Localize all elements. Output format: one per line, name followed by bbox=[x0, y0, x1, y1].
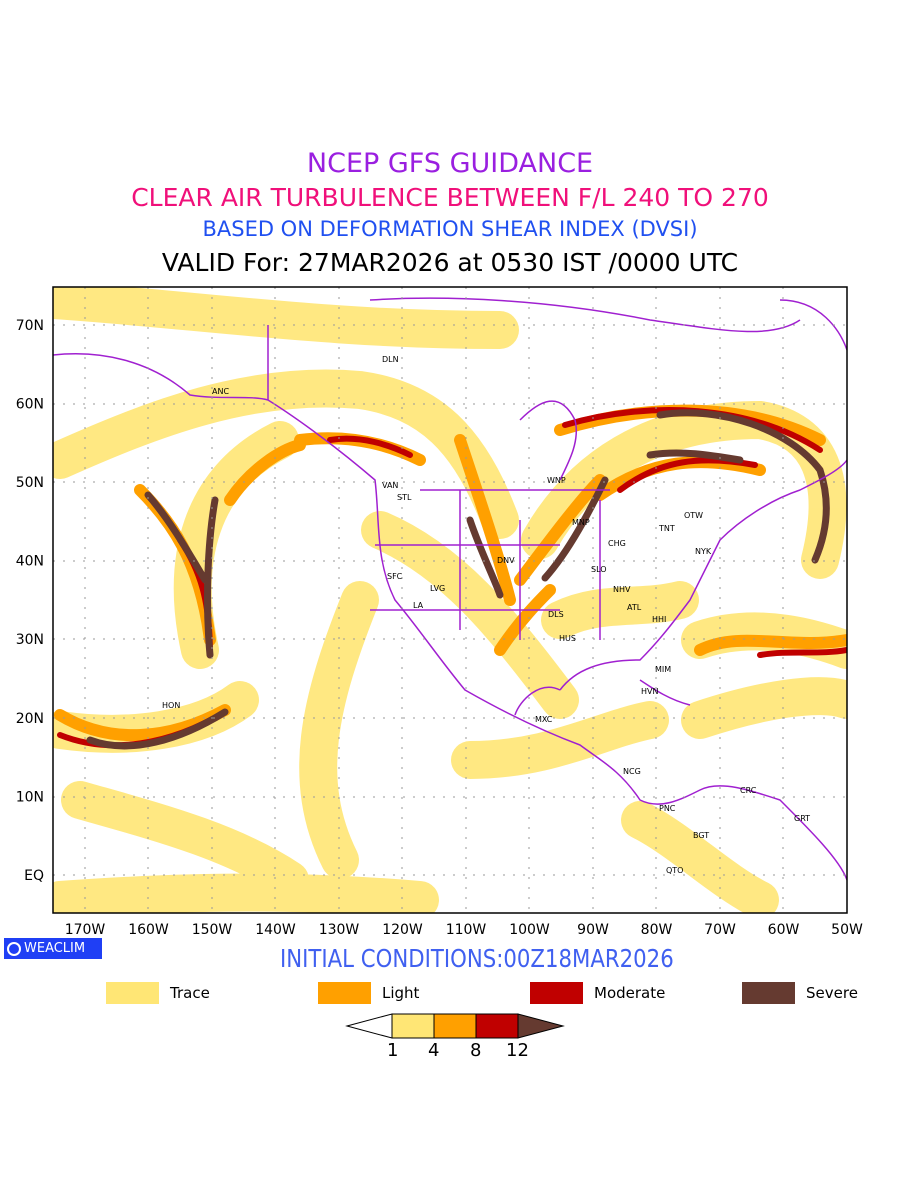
station-label: ANC bbox=[212, 387, 229, 396]
station-label: HVN bbox=[641, 687, 658, 696]
station-label: CHG bbox=[608, 539, 626, 548]
station-label: OTW bbox=[684, 511, 703, 520]
title-line-1: NCEP GFS GUIDANCE bbox=[306, 148, 594, 179]
legend-swatch bbox=[106, 982, 159, 1004]
station-label: MNP bbox=[572, 518, 590, 527]
legend-swatch bbox=[318, 982, 371, 1004]
legend-label: Light bbox=[382, 984, 420, 1002]
station-label: STL bbox=[397, 493, 412, 502]
station-label: DLS bbox=[548, 610, 564, 619]
lon-tick-label: 60W bbox=[768, 922, 800, 938]
colorbar-tick: 1 bbox=[387, 1040, 399, 1061]
station-label: GRT bbox=[794, 814, 810, 823]
title-line-2: CLEAR AIR TURBULENCE BETWEEN F/L 240 TO … bbox=[131, 183, 769, 212]
lon-tick-label: 50W bbox=[831, 922, 863, 938]
map-frame bbox=[52, 286, 848, 914]
initial-conditions: INITIAL CONDITIONS:00Z18MAR2026 bbox=[279, 944, 674, 973]
legend-swatch bbox=[530, 982, 583, 1004]
lon-tick-label: 70W bbox=[704, 922, 736, 938]
colorbar bbox=[345, 1013, 565, 1039]
station-label: TNT bbox=[658, 524, 675, 533]
colorbar-tick: 4 bbox=[428, 1040, 440, 1061]
turbulence-field bbox=[53, 287, 847, 913]
station-label: SFC bbox=[387, 572, 403, 581]
lon-tick-label: 120W bbox=[382, 922, 423, 938]
copyright-icon bbox=[7, 942, 21, 956]
weaclim-logo: WEACLIM bbox=[4, 938, 102, 959]
logo-text: WEACLIM bbox=[24, 941, 86, 956]
lat-tick-label: EQ bbox=[24, 868, 44, 884]
lon-tick-label: 160W bbox=[128, 922, 169, 938]
station-label: QTO bbox=[666, 866, 683, 875]
lon-tick-label: 100W bbox=[509, 922, 550, 938]
legend-label: Moderate bbox=[594, 984, 666, 1002]
station-label: HHI bbox=[652, 615, 666, 624]
colorbar-tick: 8 bbox=[470, 1040, 482, 1061]
lat-tick-label: 50N bbox=[16, 475, 44, 491]
station-label: DLN bbox=[382, 355, 399, 364]
station-label: CRC bbox=[740, 786, 757, 795]
station-label: MIM bbox=[655, 665, 671, 674]
coastlines bbox=[53, 297, 847, 881]
valid-time: VALID For: 27MAR2026 at 0530 IST /0000 U… bbox=[161, 248, 739, 277]
station-label: MXC bbox=[535, 715, 553, 724]
station-label: NCG bbox=[623, 767, 641, 776]
station-label: LVG bbox=[430, 584, 445, 593]
lon-tick-label: 130W bbox=[319, 922, 360, 938]
lat-tick-label: 70N bbox=[16, 318, 44, 334]
station-label: HUS bbox=[559, 634, 576, 643]
latitude-labels: EQ 10N 20N 30N 40N 50N 60N 70N bbox=[16, 318, 44, 884]
legend-label: Trace bbox=[170, 984, 210, 1002]
station-label: NHV bbox=[613, 585, 631, 594]
station-label: BGT bbox=[693, 831, 709, 840]
station-label: SLO bbox=[591, 565, 607, 574]
lat-tick-label: 30N bbox=[16, 632, 44, 648]
lon-tick-label: 90W bbox=[577, 922, 609, 938]
station-label: PNC bbox=[659, 804, 676, 813]
lon-tick-label: 110W bbox=[446, 922, 487, 938]
station-label: WNP bbox=[547, 476, 566, 485]
colorbar-tick: 12 bbox=[506, 1040, 529, 1061]
lat-tick-label: 10N bbox=[16, 789, 44, 805]
legend-label: Severe bbox=[806, 984, 858, 1002]
station-label: ATL bbox=[627, 603, 642, 612]
lon-tick-label: 80W bbox=[641, 922, 673, 938]
station-label: VAN bbox=[382, 481, 398, 490]
title-line-3: BASED ON DEFORMATION SHEAR INDEX (DVSI) bbox=[202, 217, 698, 241]
longitude-labels: 170W 160W 150W 140W 130W 120W 110W 100W 90W 80W 70… bbox=[65, 922, 863, 938]
station-label: DNV bbox=[497, 556, 515, 565]
station-labels: DLN ANC VAN STL WNP MNP OTW TNT CHG NYK DNV SFC SLO L… bbox=[162, 355, 810, 875]
station-label: NYK bbox=[695, 547, 712, 556]
lat-tick-label: 60N bbox=[16, 396, 44, 412]
lon-tick-label: 150W bbox=[192, 922, 233, 938]
legend-swatch bbox=[742, 982, 795, 1004]
lon-tick-label: 140W bbox=[255, 922, 296, 938]
lon-tick-label: 170W bbox=[65, 922, 106, 938]
station-label: HON bbox=[162, 701, 180, 710]
lat-tick-label: 20N bbox=[16, 711, 44, 727]
lat-tick-label: 40N bbox=[16, 554, 44, 570]
station-label: LA bbox=[413, 601, 424, 610]
